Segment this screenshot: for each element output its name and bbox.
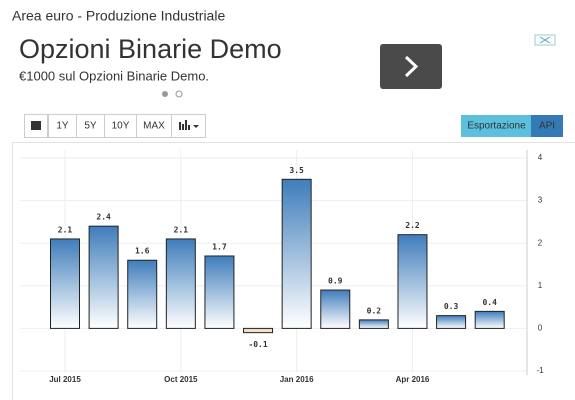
page-title: Area euro - Produzione Industriale bbox=[12, 8, 225, 24]
ad-headline[interactable]: Opzioni Binarie Demo bbox=[19, 34, 282, 64]
data-label: 2.1 bbox=[58, 225, 73, 234]
y-tick-label: 4 bbox=[538, 153, 543, 162]
range-label: 10Y bbox=[112, 121, 130, 132]
range-label: 5Y bbox=[84, 121, 97, 132]
range-label: 1Y bbox=[56, 121, 69, 132]
x-tick-label: Jul 2015 bbox=[49, 375, 81, 384]
calendar-icon bbox=[31, 121, 41, 130]
bar bbox=[243, 327, 274, 334]
export-button[interactable] bbox=[461, 115, 532, 137]
data-label: 2.4 bbox=[96, 213, 111, 222]
bar bbox=[127, 259, 158, 329]
bar bbox=[50, 238, 81, 329]
data-label: 0.9 bbox=[328, 277, 343, 286]
bar bbox=[320, 289, 351, 329]
x-tick-label: Oct 2015 bbox=[164, 375, 198, 384]
y-tick-label: 1 bbox=[538, 281, 543, 290]
y-tick-label: 3 bbox=[538, 196, 543, 205]
toolbar: Esportazione API bbox=[24, 114, 563, 138]
ad-button[interactable] bbox=[380, 44, 442, 89]
data-label: 1.7 bbox=[212, 242, 227, 251]
caret bbox=[193, 125, 199, 128]
ad-text[interactable]: €1000 sul Opzioni Binarie Demo. bbox=[19, 68, 209, 83]
data-label: 3.5 bbox=[289, 166, 304, 175]
data-label: 0.2 bbox=[367, 306, 382, 315]
x-tick-label: Jan 2016 bbox=[280, 375, 314, 384]
range-button[interactable] bbox=[136, 114, 172, 138]
bar bbox=[474, 310, 505, 329]
ad-arrow bbox=[404, 55, 419, 78]
bar bbox=[436, 315, 467, 329]
data-label: 0.3 bbox=[444, 302, 459, 311]
ad-dot[interactable] bbox=[162, 91, 168, 97]
data-label: 2.2 bbox=[405, 221, 420, 230]
ad-dot[interactable] bbox=[175, 90, 183, 98]
bar bbox=[281, 178, 312, 329]
y-tick-label: 0 bbox=[538, 324, 543, 333]
bar bbox=[88, 225, 119, 329]
api-button[interactable] bbox=[531, 115, 563, 137]
data-label: 0.4 bbox=[482, 298, 497, 307]
y-tick-label: -1 bbox=[536, 366, 544, 375]
bar bbox=[165, 238, 196, 329]
api-label: API bbox=[539, 121, 555, 132]
data-label: -0.1 bbox=[248, 340, 267, 349]
data-label: 1.6 bbox=[135, 247, 150, 256]
chart-frame bbox=[12, 142, 575, 400]
x-tick-label: Apr 2016 bbox=[396, 375, 430, 384]
chart-type-icon bbox=[179, 120, 190, 130]
data-label: 2.1 bbox=[174, 225, 189, 234]
y-tick-label: 2 bbox=[538, 238, 543, 247]
bar bbox=[204, 255, 235, 329]
bar bbox=[397, 234, 428, 329]
ad-choices-icon bbox=[539, 36, 551, 44]
range-label: MAX bbox=[143, 121, 165, 132]
bar bbox=[358, 319, 389, 329]
export-label: Esportazione bbox=[467, 121, 526, 132]
